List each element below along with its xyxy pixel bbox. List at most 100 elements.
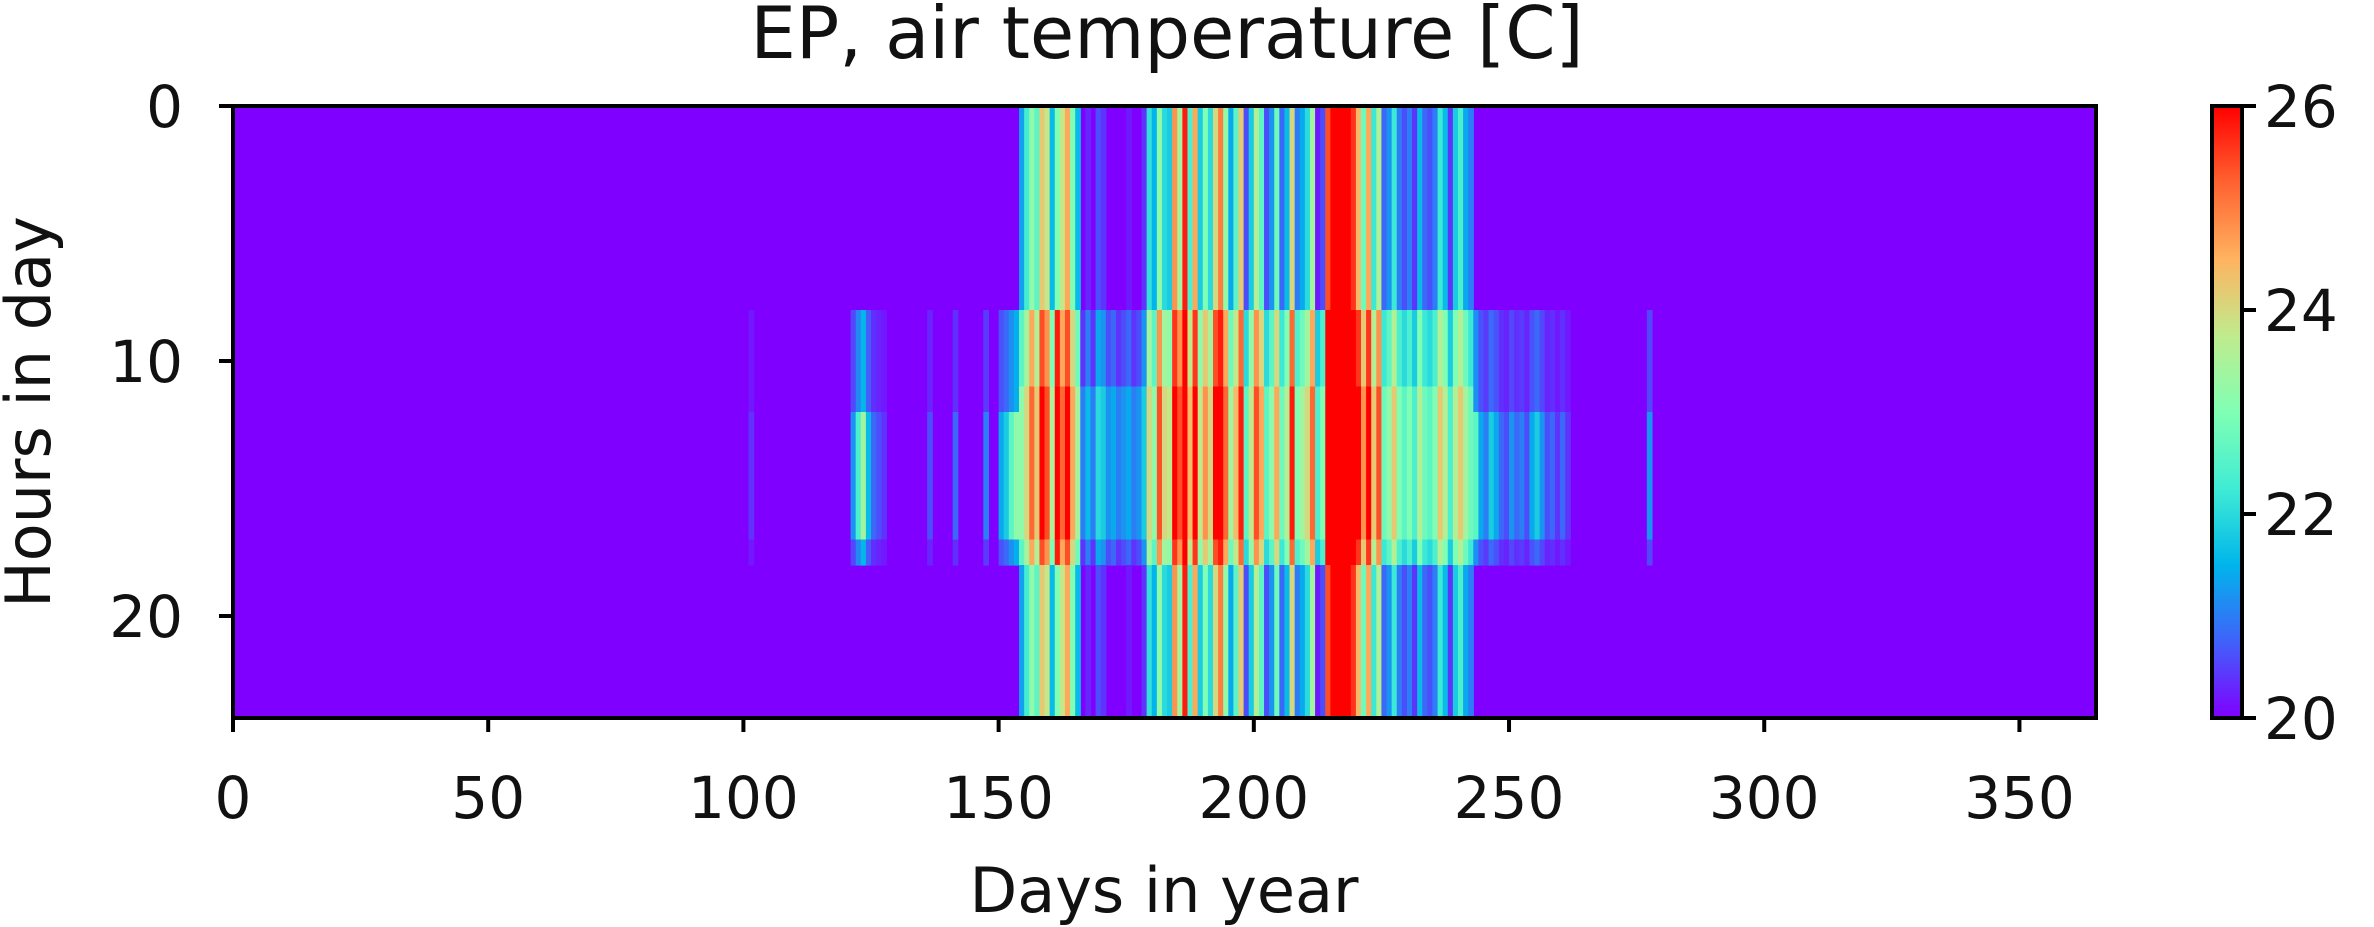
heatmap-cell [1054, 539, 1061, 566]
heatmap-cell [871, 310, 877, 413]
heatmap-cell [1243, 565, 1250, 719]
heatmap-cell [1371, 310, 1377, 388]
heatmap-cell [1309, 539, 1316, 566]
heatmap-cell [1361, 386, 1367, 541]
heatmap-cell [1177, 106, 1183, 311]
heatmap-cell [1212, 539, 1219, 566]
heatmap-cell [1350, 106, 1357, 311]
heatmap-cell [1468, 386, 1474, 541]
heatmap-cell [1524, 412, 1531, 541]
heatmap-cell [1085, 539, 1092, 566]
heatmap-cell [1156, 565, 1163, 719]
heatmap-cell [1075, 106, 1081, 311]
heatmap-cell [1228, 310, 1235, 388]
heatmap-cell [1238, 386, 1245, 541]
heatmap-cell [1325, 310, 1331, 566]
heatmap-cell [1054, 106, 1061, 311]
heatmap-cell [1381, 310, 1388, 388]
heatmap-cell [1493, 539, 1500, 566]
heatmap-cell [1177, 386, 1183, 541]
heatmap-cell [1463, 565, 1469, 719]
heatmap-cell [1452, 386, 1459, 541]
heatmap-cell [1432, 386, 1439, 541]
heatmap-cell [1044, 106, 1051, 311]
heatmap-cell [1519, 310, 1525, 413]
heatmap-cell [1187, 386, 1194, 541]
heatmap-cell [1136, 539, 1143, 566]
heatmap-cell [998, 539, 1005, 566]
heatmap-cell [1422, 386, 1428, 541]
heatmap-cell [1126, 539, 1132, 566]
heatmap-cell [1059, 539, 1066, 566]
x-tick-label: 250 [1454, 764, 1565, 832]
heatmap-cell [1412, 565, 1418, 719]
heatmap-cell [1218, 565, 1224, 719]
y-axis-ticks: 0 10 20 [109, 73, 233, 651]
heatmap-cell [1264, 386, 1270, 541]
heatmap-cell [1355, 310, 1362, 388]
heatmap-cell [1029, 565, 1035, 719]
heatmap-cell [1325, 106, 1331, 311]
heatmap-cell [1503, 412, 1510, 541]
heatmap-cell [1202, 386, 1209, 541]
heatmap-cell [1253, 565, 1260, 719]
heatmap-cell [1233, 310, 1240, 388]
heatmap-cell [1269, 310, 1275, 388]
heatmap-cell [1452, 106, 1459, 311]
heatmap-cell [1386, 106, 1393, 311]
heatmap-cell [881, 412, 887, 541]
heatmap-cell [1172, 310, 1178, 388]
heatmap-cell [1024, 310, 1030, 388]
heatmap-cell [881, 539, 887, 566]
heatmap-cell [1498, 539, 1505, 566]
heatmap-cell [1309, 310, 1316, 388]
heatmap-cell [1177, 539, 1183, 566]
heatmap-cell [1253, 539, 1260, 566]
heatmap-cell [1437, 106, 1444, 311]
heatmap-cell [1376, 106, 1383, 311]
heatmap-cell [1274, 539, 1280, 566]
heatmap-cell [1340, 106, 1347, 719]
heatmap-cell [1156, 106, 1163, 311]
heatmap-cell [1406, 565, 1413, 719]
heatmap-cell [1452, 310, 1459, 388]
heatmap-cell [1131, 539, 1138, 566]
heatmap-cell [1539, 539, 1546, 566]
heatmap-cell [1350, 310, 1357, 566]
heatmap-cell [1243, 539, 1250, 566]
colorbar [2210, 104, 2244, 720]
heatmap-cell [1029, 539, 1035, 566]
heatmap-cell [1366, 565, 1372, 719]
heatmap-cell [1039, 539, 1046, 566]
colorbar-tick-label: 24 [2264, 277, 2338, 345]
heatmap-cell [1427, 539, 1434, 566]
heatmap-cell [1391, 386, 1398, 541]
heatmap-cell [1437, 565, 1444, 719]
heatmap-cell [1534, 310, 1541, 413]
heatmap-cell [1161, 106, 1168, 311]
heatmap-cell [1529, 539, 1536, 566]
heatmap-cell [1233, 386, 1240, 541]
heatmap-cell [1207, 386, 1214, 541]
heatmap-cell [1182, 565, 1189, 719]
heatmap-cell [850, 310, 857, 413]
heatmap-cell [1095, 565, 1102, 719]
heatmap-cell [1284, 539, 1291, 566]
heatmap-cell [1075, 565, 1081, 719]
heatmap-cell [1146, 565, 1153, 719]
heatmap-cell [1320, 310, 1326, 388]
heatmap-cell [1294, 106, 1301, 311]
heatmap-cell [1355, 565, 1362, 719]
heatmap-cell [1442, 386, 1449, 541]
heatmap-cell [1223, 565, 1229, 719]
heatmap-cell [1177, 565, 1183, 719]
heatmap-cell [1401, 386, 1408, 541]
heatmap-cell [855, 539, 862, 566]
x-tick-label: 0 [215, 764, 252, 832]
heatmap-cell [1269, 386, 1275, 541]
heatmap-cell [1514, 412, 1520, 541]
heatmap-cell [1167, 539, 1173, 566]
heatmap-cell [1437, 386, 1444, 541]
heatmap-cell [1202, 106, 1209, 311]
heatmap-cell [1457, 106, 1464, 311]
